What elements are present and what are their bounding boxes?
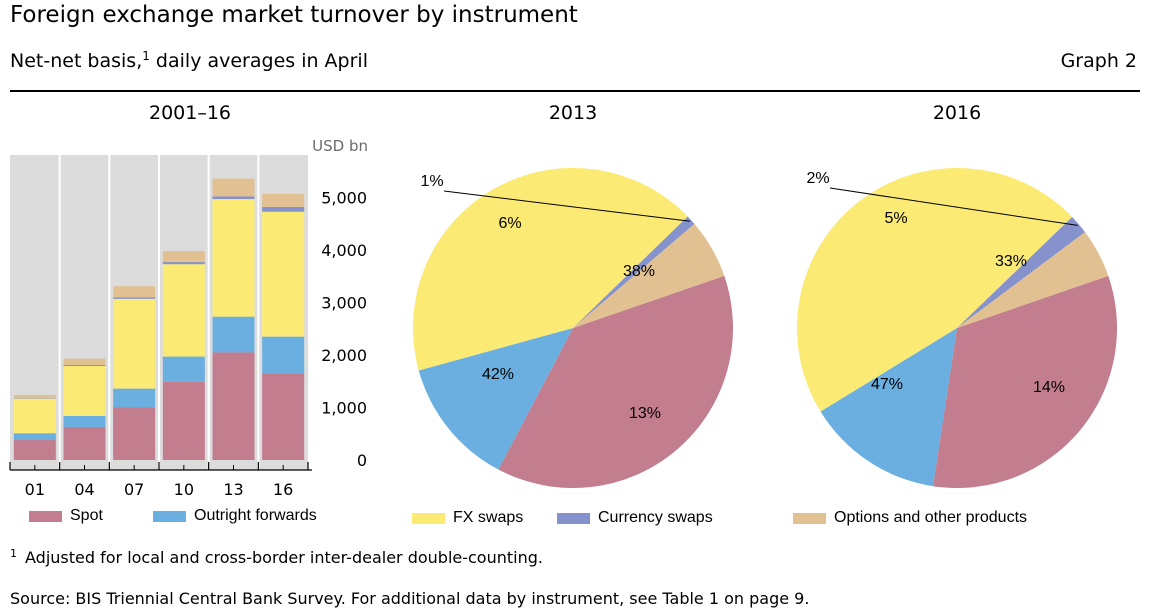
legend-label: Spot xyxy=(70,507,103,524)
bar-segment-outright-forwards xyxy=(63,415,106,427)
pie-2013-label: 38% xyxy=(623,263,655,280)
pie-2013-slice-fx-swaps xyxy=(412,167,688,371)
legend-item-outright-forwards: Outright forwards xyxy=(153,507,317,525)
bar-segment-options-and-other-products xyxy=(262,193,305,207)
y-tick-label: 3,000 xyxy=(321,294,367,313)
footnote-number: 1 xyxy=(10,547,17,560)
bar-segment-outright-forwards xyxy=(212,316,255,353)
bar-segment-outright-forwards xyxy=(162,356,205,382)
bar-segment-currency-swaps xyxy=(113,297,156,299)
x-tick-label: 04 xyxy=(74,480,94,499)
pie-2013-slice-outright-forwards xyxy=(418,328,573,470)
pie-2016-label: 5% xyxy=(884,210,907,227)
source-note: Source: BIS Triennial Central Bank Surve… xyxy=(10,589,810,608)
y-tick-label: 2,000 xyxy=(321,346,367,365)
pie-2016-title: 2016 xyxy=(932,102,982,124)
bar-segment-options-and-other-products xyxy=(63,358,106,365)
pie-2013-slice-currency-swaps xyxy=(573,216,695,328)
chart-title: Foreign exchange market turnover by inst… xyxy=(10,2,578,28)
legend-swatch xyxy=(412,512,445,524)
legend-label: Options and other products xyxy=(834,509,1028,526)
pie-2016-label: 47% xyxy=(871,376,903,393)
bar-segment-options-and-other-products xyxy=(162,251,205,263)
bar-segment-spot xyxy=(63,426,106,460)
y-tick-label: 0 xyxy=(357,451,367,470)
bar-segment-fx-swaps xyxy=(162,264,205,357)
pie-2016-label: 14% xyxy=(1033,379,1065,396)
legend-item-spot: Spot xyxy=(29,507,103,525)
legend-swatch xyxy=(557,512,590,524)
pie-2016-slice-fx-swaps xyxy=(796,167,1073,412)
x-tick-label: 16 xyxy=(273,480,293,499)
legend-item-fx-swaps: FX swaps xyxy=(412,509,523,527)
pie-2013-label: 42% xyxy=(482,366,514,383)
legend-swatch xyxy=(793,512,826,524)
bar-segment-currency-swaps xyxy=(262,206,305,212)
footnote-text: Adjusted for local and cross-border inte… xyxy=(25,548,543,567)
footnote-marker: 1 xyxy=(142,49,150,63)
bar-segment-fx-swaps xyxy=(13,398,56,434)
chart-subtitle: Net-net basis,1 daily averages in April xyxy=(10,49,368,72)
pie-2013-label: 13% xyxy=(629,405,661,422)
bar-segment-options-and-other-products xyxy=(13,394,56,399)
subtitle-rest: daily averages in April xyxy=(149,50,368,72)
bar-segment-spot xyxy=(262,373,305,460)
bar-segment-options-and-other-products xyxy=(113,286,156,298)
legend-item-currency-swaps: Currency swaps xyxy=(557,509,713,527)
charts-canvas: 01 04 07 10 13 16 USD bn 0 1,000 2,000 3,000 4,000 5… xyxy=(9,137,1117,499)
pie-2016-label: 33% xyxy=(995,253,1027,270)
bar-segment-outright-forwards xyxy=(113,388,156,408)
x-tick-label: 07 xyxy=(124,480,144,499)
bar-segment-fx-swaps xyxy=(262,211,305,337)
pie-2016-slice-outright-forwards xyxy=(820,328,957,487)
legend-label: Outright forwards xyxy=(194,507,317,524)
x-tick-label: 13 xyxy=(223,480,243,499)
bar-segment-fx-swaps xyxy=(63,366,106,416)
legend-label: Currency swaps xyxy=(598,509,713,526)
legend-swatch xyxy=(29,510,62,522)
bar-segment-fx-swaps xyxy=(113,298,156,389)
subtitle-text: Net-net basis, xyxy=(10,50,143,72)
pie-2016-leader-line xyxy=(829,187,1078,226)
bar-segment-spot xyxy=(13,440,56,460)
bar-segment-currency-swaps xyxy=(13,398,56,399)
y-tick-label: 5,000 xyxy=(321,189,367,208)
y-tick-label: 4,000 xyxy=(321,241,367,260)
legend-item-options-and-other-products: Options and other products xyxy=(793,509,1027,527)
pie-2013-label: 1% xyxy=(420,173,443,190)
x-tick-label: 01 xyxy=(25,480,45,499)
pie-2016-label: 2% xyxy=(806,170,829,187)
pie-2013-slice-spot xyxy=(498,275,733,488)
bar-segment-outright-forwards xyxy=(13,433,56,441)
pie-2013-slice-options-and-other-products xyxy=(573,223,725,328)
x-tick-label: 10 xyxy=(174,480,194,499)
bar-segment-currency-swaps xyxy=(63,364,106,367)
legend-swatch xyxy=(153,510,186,522)
bar-segment-currency-swaps xyxy=(212,196,255,200)
pie-2013-leader-line xyxy=(443,190,691,222)
footnote: 1 Adjusted for local and cross-border int… xyxy=(10,547,543,567)
bar-segment-fx-swaps xyxy=(212,199,255,317)
bar-segment-spot xyxy=(212,352,255,460)
pie-2013-label: 6% xyxy=(498,215,521,232)
bar-panel-title: 2001–16 xyxy=(148,102,232,124)
bar-segment-spot xyxy=(162,381,205,460)
pie-2016-slice-spot xyxy=(933,275,1117,488)
legend-label: FX swaps xyxy=(453,509,524,526)
pie-2016-slice-options-and-other-products xyxy=(957,232,1109,328)
bar-segment-currency-swaps xyxy=(162,262,205,265)
header-divider xyxy=(10,90,1140,92)
bar-segment-options-and-other-products xyxy=(212,178,255,197)
pie-2013-title: 2013 xyxy=(548,102,598,124)
y-axis-unit-label: USD bn xyxy=(312,137,368,155)
bar-segment-spot xyxy=(113,407,156,460)
bar-segment-outright-forwards xyxy=(262,336,305,374)
pie-2016-slice-currency-swaps xyxy=(957,216,1086,328)
y-tick-label: 1,000 xyxy=(321,399,367,418)
graph-label: Graph 2 xyxy=(1060,50,1137,72)
